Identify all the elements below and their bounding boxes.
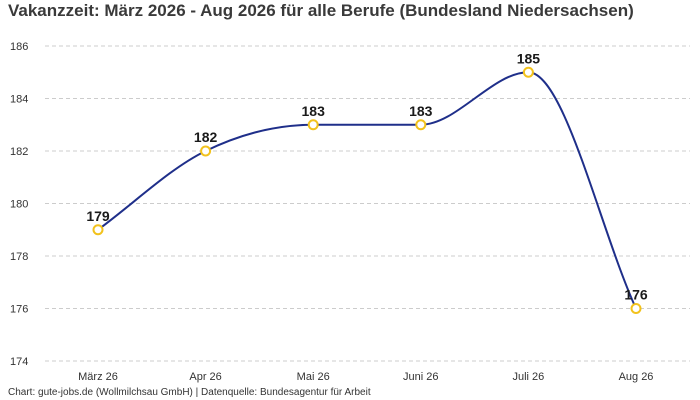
y-tick-label: 182	[10, 146, 28, 158]
x-tick-label: Apr 26	[189, 371, 221, 383]
data-label: 183	[409, 103, 433, 119]
y-tick-label: 184	[10, 94, 28, 106]
x-axis-ticks: März 26 Apr 26 Mai 26 Juni 26 Juli 26 Aug 26	[78, 371, 653, 383]
chart-title: Vakanzzeit: März 2026 - Aug 2026 für all…	[8, 1, 634, 20]
y-tick-label: 174	[10, 356, 28, 368]
data-point[interactable]	[415, 119, 427, 131]
y-tick-label: 180	[10, 199, 28, 211]
x-tick-label: März 26	[78, 371, 118, 383]
data-points	[92, 66, 642, 314]
y-tick-label: 178	[10, 251, 28, 263]
y-axis-ticks: 174 176 178 180 182 184 186	[10, 41, 28, 368]
data-label: 179	[86, 208, 110, 224]
y-tick-label: 186	[10, 41, 28, 53]
x-tick-label: Juni 26	[403, 371, 438, 383]
data-point[interactable]	[200, 145, 212, 157]
data-labels: 179 182 183 183 185 176	[86, 50, 648, 302]
x-tick-label: Juli 26	[513, 371, 545, 383]
source-note: Chart: gute-jobs.de (Wollmilchsau GmbH) …	[8, 387, 371, 398]
series-line	[97, 71, 637, 309]
x-tick-label: Aug 26	[619, 371, 654, 383]
data-label: 176	[624, 287, 648, 303]
data-label: 185	[517, 50, 541, 66]
data-point[interactable]	[630, 303, 642, 314]
data-point[interactable]	[522, 66, 534, 78]
data-label: 183	[302, 103, 326, 119]
data-point[interactable]	[92, 224, 104, 236]
data-label: 182	[194, 129, 218, 145]
x-tick-label: Mai 26	[297, 371, 330, 383]
y-tick-label: 176	[10, 304, 28, 316]
series-line-path	[97, 71, 637, 309]
grid-lines	[45, 45, 690, 362]
data-point[interactable]	[307, 119, 319, 131]
